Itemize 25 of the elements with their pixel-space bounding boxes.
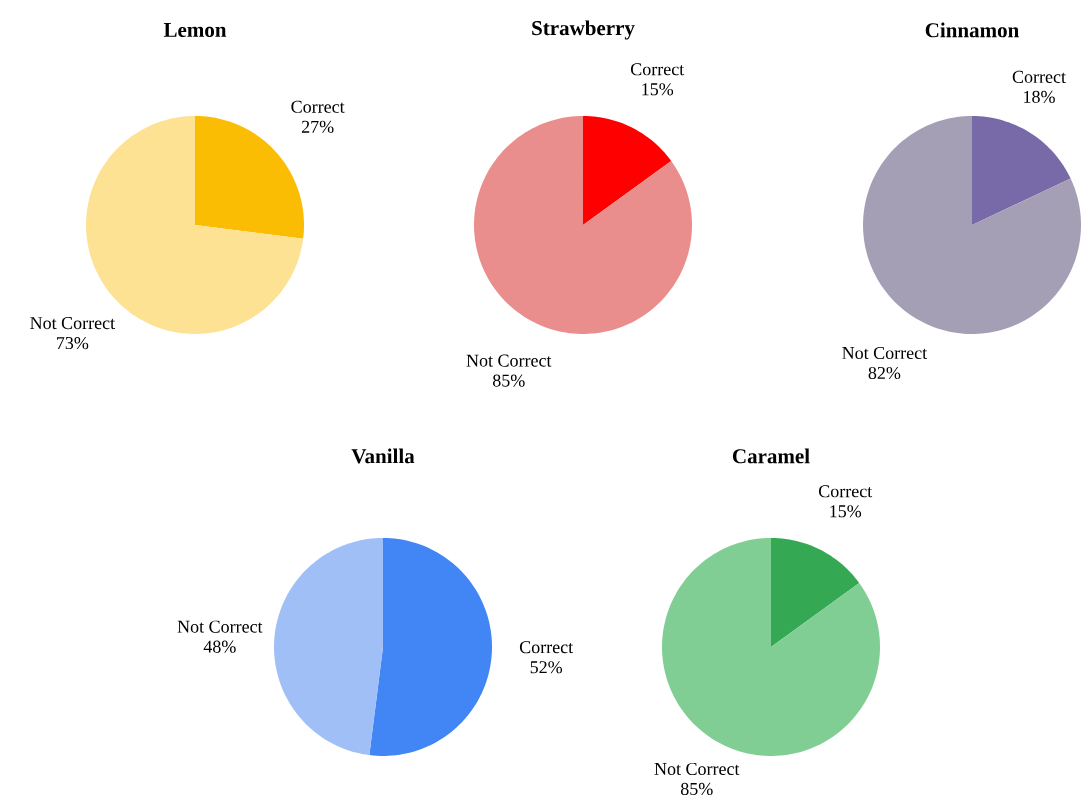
slice-label: Not Correct (842, 346, 928, 360)
data-label: 85% (680, 782, 713, 796)
data-label: 73% (57, 336, 89, 350)
data-label: 85% (492, 374, 525, 387)
slice-label: Correct (818, 485, 873, 498)
slice-label: Not Correct (30, 317, 115, 330)
data-label: 27% (301, 120, 334, 133)
chart-title: Cinnamon (925, 22, 1019, 38)
data-label: 52% (530, 661, 563, 674)
data-label: 48% (203, 640, 236, 653)
slice-label: Not Correct (466, 354, 552, 367)
data-label: 82% (868, 366, 901, 380)
data-label: 15% (830, 505, 862, 518)
slice-label: Correct (291, 100, 345, 113)
data-label: 15% (642, 83, 674, 96)
chart-title: Caramel (732, 448, 810, 464)
slice-label: Not Correct (654, 762, 740, 775)
slice-label: Correct (630, 63, 685, 76)
chart-title: Strawberry (532, 20, 635, 40)
chart-title: Vanilla (351, 448, 415, 464)
slice-label: Not Correct (177, 620, 263, 633)
slice-label: Correct (1012, 70, 1066, 83)
slice-label: Correct (519, 641, 574, 654)
data-label: 18% (1024, 90, 1055, 104)
chart-title: Lemon (163, 23, 227, 37)
